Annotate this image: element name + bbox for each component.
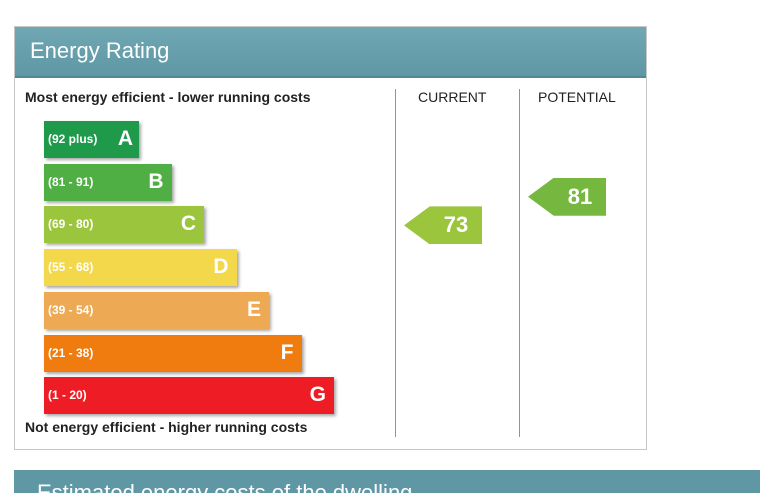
band-d-letter: D: [213, 255, 229, 279]
band-f: (21 - 38) F: [44, 334, 302, 372]
current-rating-value: 73: [443, 212, 469, 238]
potential-column-divider: [519, 89, 520, 437]
band-c-range: (69 - 80): [48, 217, 94, 232]
band-e: (39 - 54) E: [44, 291, 269, 329]
band-g-range: (1 - 20): [48, 388, 87, 403]
band-b-range: (81 - 91): [48, 174, 94, 189]
band-g-letter: G: [309, 383, 326, 407]
band-b-letter: B: [148, 169, 164, 193]
current-rating-arrow: 73: [404, 206, 482, 245]
estimated-costs-header[interactable]: Estimated energy costs of the dwelling: [14, 470, 760, 493]
energy-rating-panel: Energy Rating Most energy efficient - lo…: [14, 26, 647, 450]
band-c: (69 - 80) C: [44, 206, 204, 244]
most-efficient-label: Most energy efficient - lower running co…: [25, 89, 311, 105]
band-c-letter: C: [180, 212, 196, 236]
band-a-range: (92 plus): [48, 132, 98, 146]
potential-column-label: POTENTIAL: [538, 89, 616, 105]
least-efficient-label: Not energy efficient - higher running co…: [25, 419, 308, 435]
potential-rating-value: 81: [567, 183, 593, 209]
panel-header: Energy Rating: [15, 27, 646, 78]
estimated-costs-title: Estimated energy costs of the dwelling: [37, 480, 413, 493]
band-a: (92 plus) A: [44, 121, 139, 158]
band-e-range: (39 - 54): [48, 302, 94, 317]
band-b: (81 - 91) B: [44, 163, 172, 201]
band-e-letter: E: [246, 297, 261, 321]
current-column-divider: [395, 89, 396, 437]
band-a-letter: A: [117, 127, 133, 150]
potential-rating-arrow: 81: [528, 177, 606, 216]
band-f-letter: F: [280, 340, 294, 364]
band-g: (1 - 20) G: [44, 377, 334, 415]
band-d-range: (55 - 68): [48, 260, 94, 275]
band-d: (55 - 68) D: [44, 249, 237, 287]
band-f-range: (21 - 38): [48, 345, 94, 360]
panel-title: Energy Rating: [30, 38, 170, 63]
current-column-label: CURRENT: [418, 89, 487, 105]
